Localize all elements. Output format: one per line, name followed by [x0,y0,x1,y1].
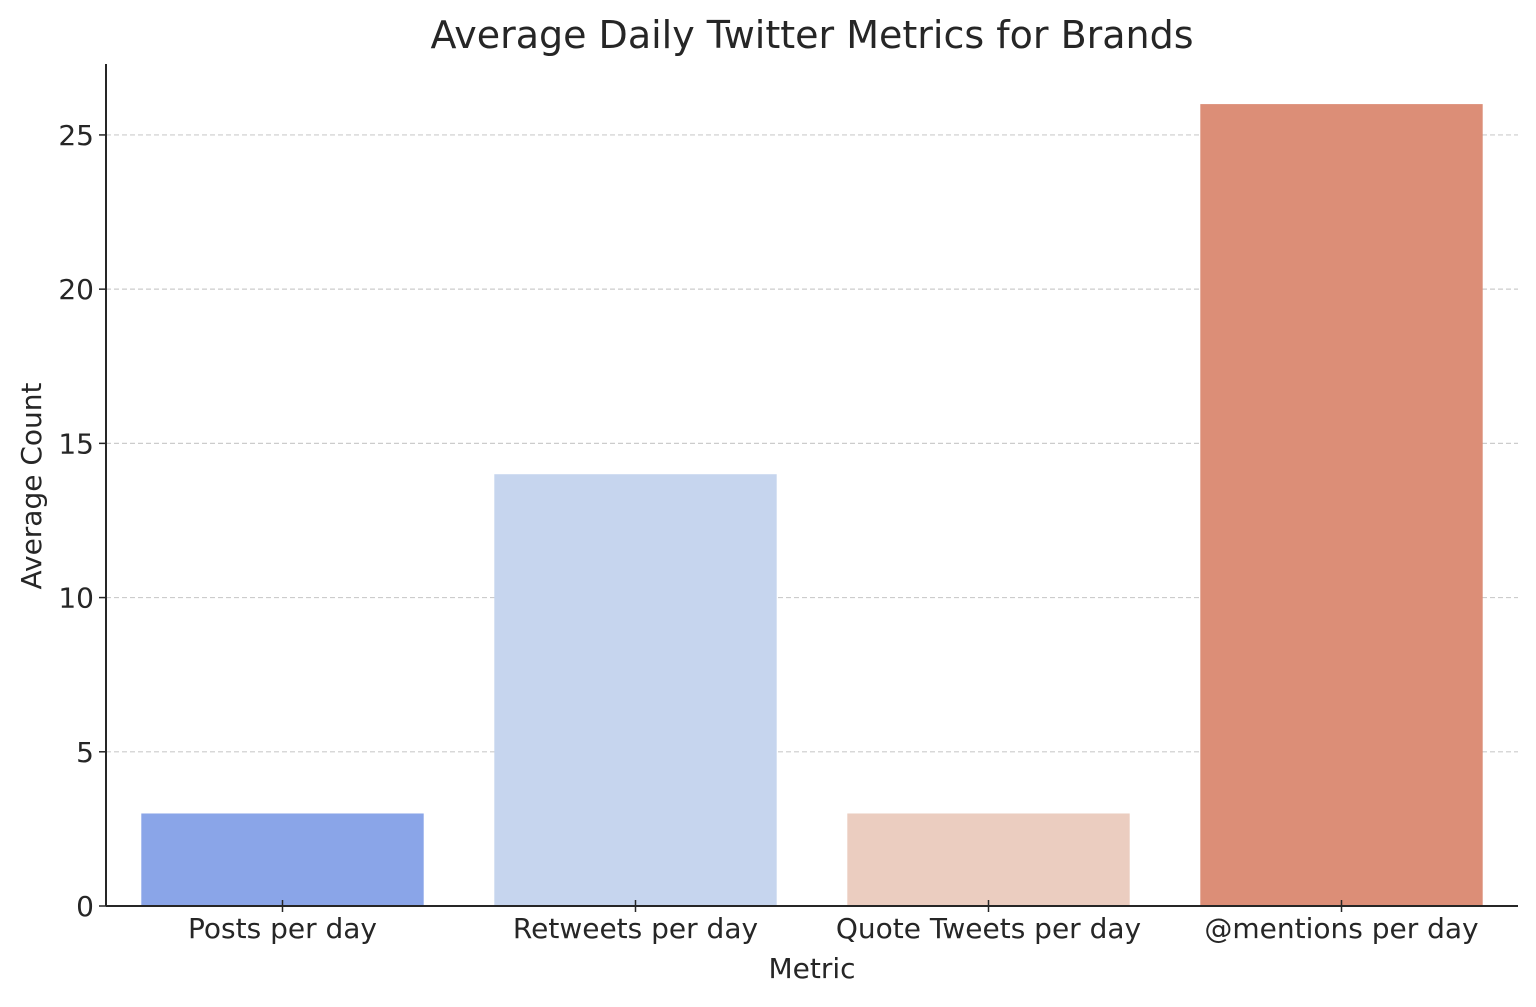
bar-posts-per-day [141,813,424,906]
x-axis-label: Metric [768,952,855,985]
y-tick-label: 25 [58,119,94,152]
y-axis-label: Average Count [15,382,48,589]
bar-retweets-per-day [494,474,777,906]
x-tick-label: Posts per day [188,912,377,945]
y-tick-label: 0 [76,890,94,923]
bar-mentions-per-day [1200,104,1483,907]
x-tick-label: Quote Tweets per day [836,912,1141,945]
x-tick-label: Retweets per day [513,912,758,945]
y-tick-label: 10 [58,582,94,615]
x-tick-label: @mentions per day [1204,912,1478,945]
y-tick-label: 5 [76,736,94,769]
y-tick-label: 15 [58,427,94,460]
chart-title: Average Daily Twitter Metrics for Brands [430,13,1193,57]
bar-quote-tweets-per-day [847,813,1130,906]
y-tick-label: 20 [58,273,94,306]
